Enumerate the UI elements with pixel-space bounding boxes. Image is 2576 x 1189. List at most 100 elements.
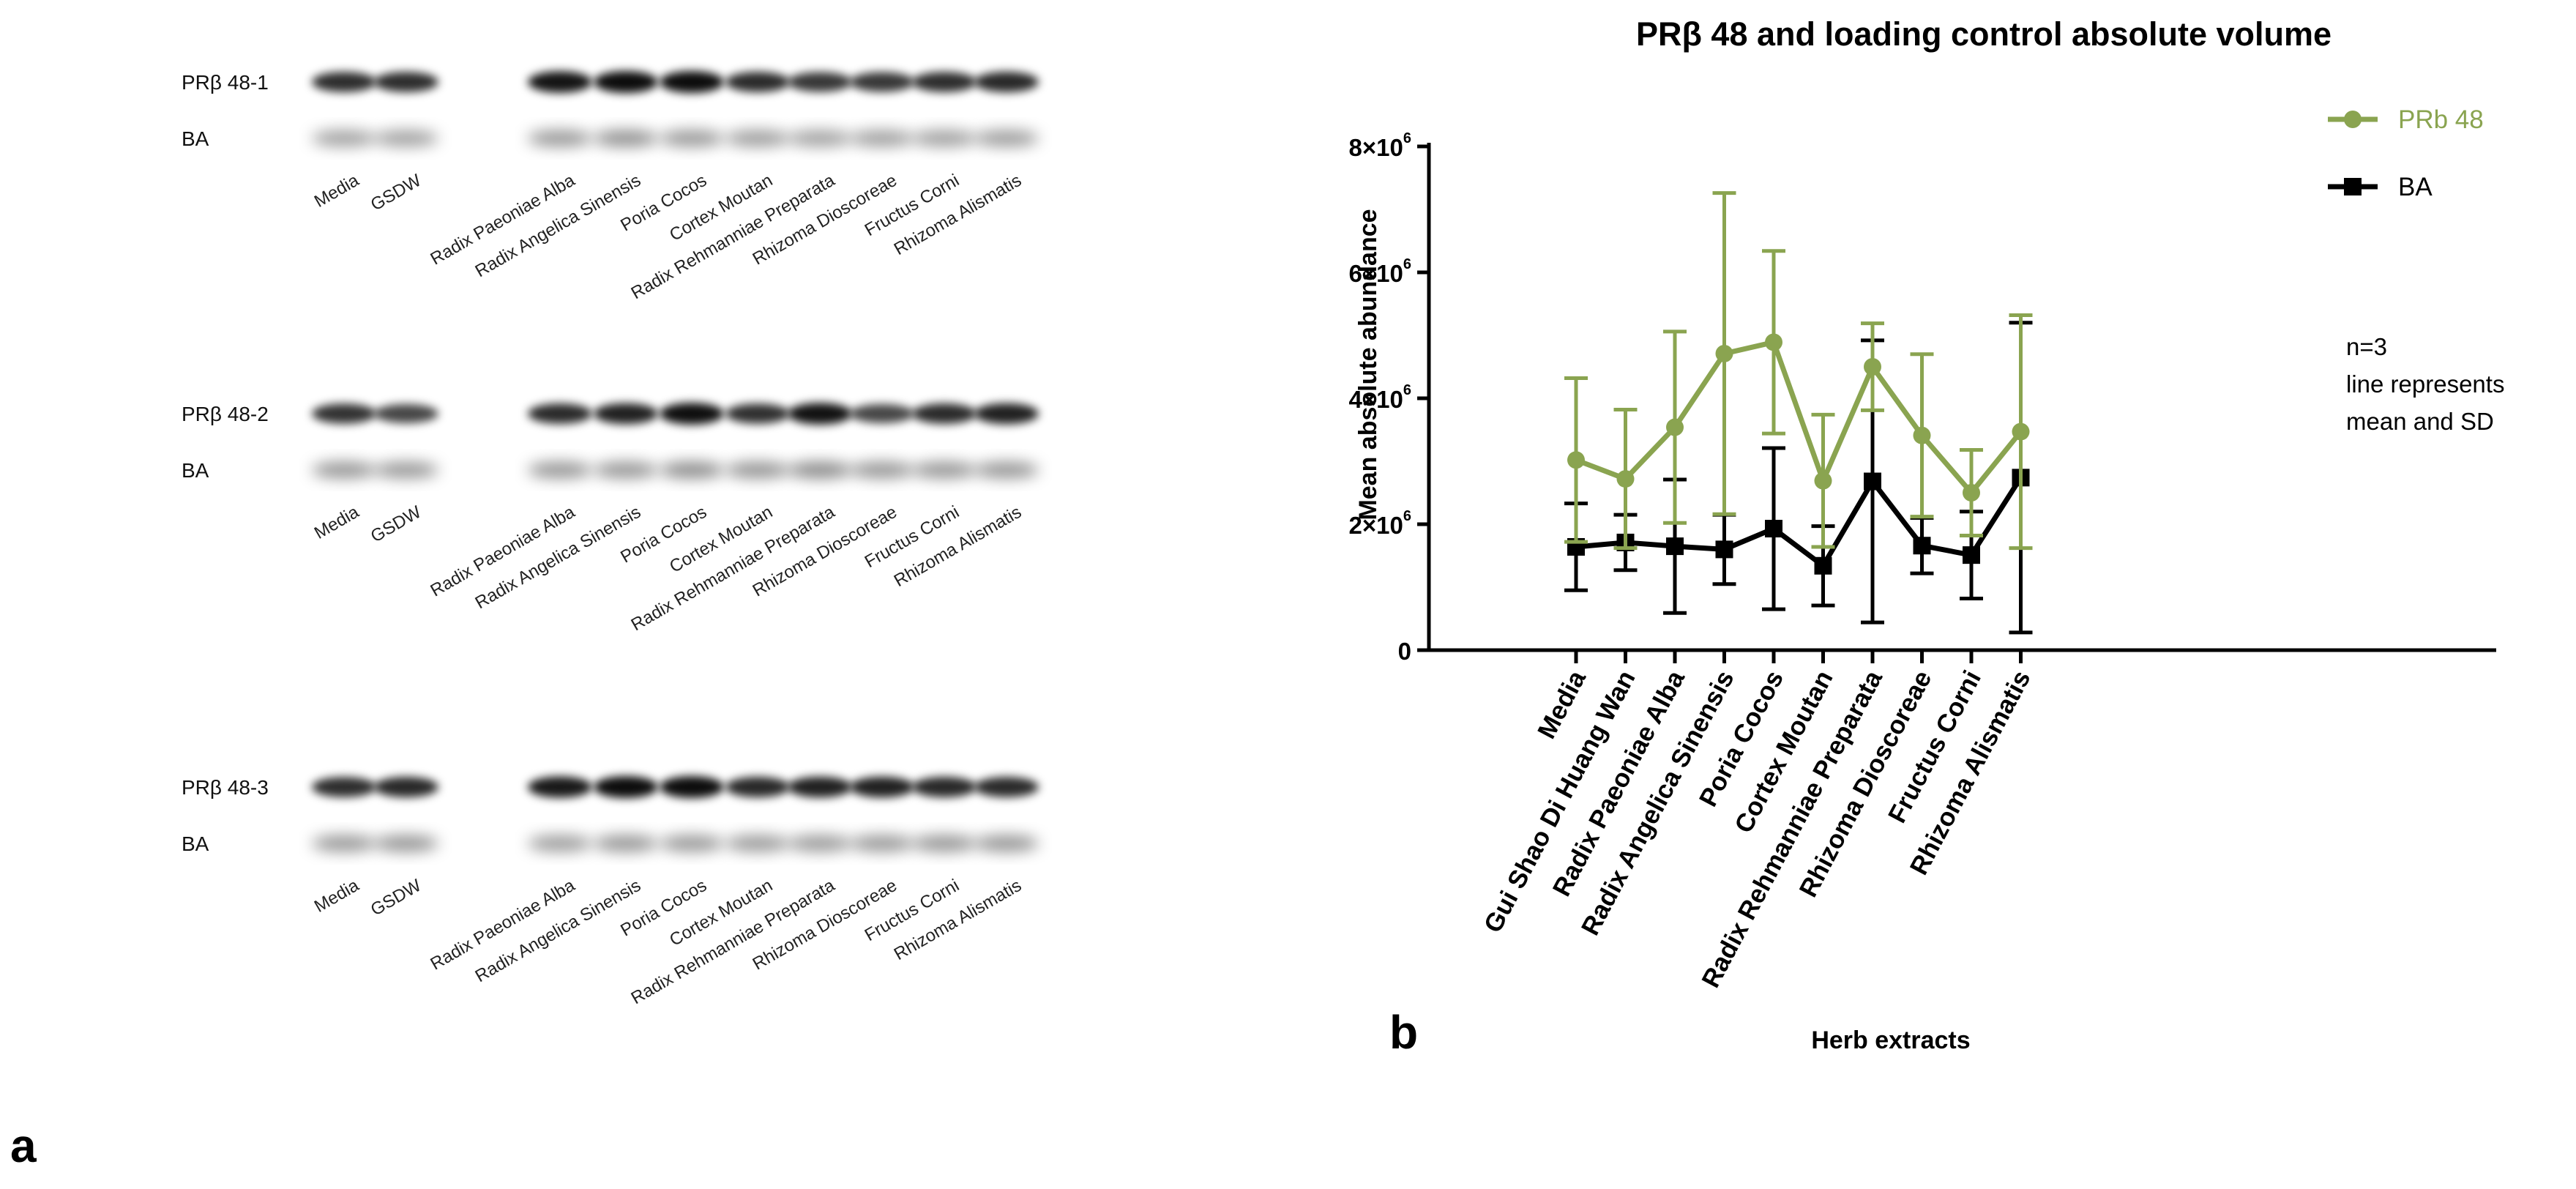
target-band-label: PRβ 48-3 — [182, 776, 269, 799]
series-line — [1575, 339, 2023, 496]
control-band — [660, 130, 724, 146]
y-tick-label: 4×106 — [1349, 382, 1411, 413]
control-band — [725, 130, 790, 146]
target-band — [594, 776, 658, 798]
y-tick-label: 2×106 — [1349, 508, 1411, 539]
chart-title: PRβ 48 and loading control absolute volu… — [1636, 15, 2332, 53]
data-point — [1963, 546, 1980, 564]
series-prb48 — [1564, 191, 2033, 551]
target-band — [788, 776, 852, 798]
data-point — [1765, 520, 1782, 538]
control-band — [850, 130, 914, 146]
lane-label: GSDW — [367, 171, 425, 215]
target-band — [974, 403, 1039, 425]
control-band — [374, 462, 438, 478]
target-band-label: PRβ 48-2 — [182, 403, 269, 425]
target-band — [660, 403, 724, 425]
annotation-line: line represents — [2346, 370, 2505, 398]
annotation-line: mean and SD — [2346, 408, 2494, 435]
y-axis-label: Mean absolute abundance — [1354, 209, 1382, 520]
data-point — [1814, 556, 1832, 575]
target-band — [912, 72, 977, 92]
control-band — [594, 835, 658, 851]
control-band — [788, 130, 852, 146]
control-band — [725, 835, 790, 851]
target-band — [912, 403, 977, 424]
data-point — [1666, 537, 1684, 556]
control-band — [312, 462, 376, 478]
data-point — [1715, 344, 1733, 362]
control-band — [374, 835, 438, 851]
target-band-label: PRβ 48-1 — [182, 71, 269, 94]
target-band — [528, 403, 592, 424]
control-band — [788, 835, 852, 851]
target-band — [374, 776, 438, 798]
control-band — [594, 462, 658, 478]
legend: PRb 48 BA — [2328, 105, 2484, 201]
target-band — [850, 72, 914, 92]
target-band — [788, 403, 852, 425]
y-tick-label: 6×106 — [1349, 256, 1411, 287]
data-point — [1715, 540, 1733, 559]
control-band — [912, 835, 977, 851]
target-band — [594, 71, 658, 93]
y-tick-label: 8×106 — [1349, 130, 1411, 161]
control-band — [528, 835, 592, 851]
target-band — [660, 71, 724, 93]
data-point — [1814, 471, 1832, 490]
x-axis-label: Herb extracts — [1811, 1026, 1970, 1054]
lane-label: GSDW — [367, 876, 425, 920]
data-point — [1913, 426, 1931, 444]
control-band — [912, 462, 977, 478]
series-line — [1575, 476, 2023, 569]
target-band — [374, 403, 438, 424]
target-band — [725, 403, 790, 424]
panel-a-letter: a — [10, 1119, 37, 1172]
control-band — [974, 130, 1039, 146]
chart-annotation: n=3 line represents mean and SD — [2346, 328, 2576, 440]
target-band — [725, 72, 790, 92]
control-band — [974, 462, 1039, 478]
target-band — [850, 403, 914, 424]
control-band-label: BA — [182, 832, 209, 855]
control-band — [974, 835, 1039, 851]
legend-label: PRb 48 — [2398, 105, 2484, 134]
annotation-line: n=3 — [2346, 333, 2387, 360]
data-point — [1567, 451, 1585, 469]
control-band — [725, 462, 790, 478]
control-band — [594, 130, 658, 146]
target-band — [374, 72, 438, 92]
control-band — [912, 130, 977, 146]
y-tick-label: 0 — [1398, 638, 1411, 665]
legend-item: PRb 48 — [2328, 105, 2484, 134]
target-band — [788, 72, 852, 92]
control-band — [850, 835, 914, 851]
control-band-label: BA — [182, 459, 209, 482]
control-band — [660, 462, 724, 478]
control-band — [850, 462, 914, 478]
panel-b-letter: b — [1389, 1006, 1419, 1059]
lane-label: Media — [311, 502, 363, 543]
data-point — [1616, 470, 1635, 488]
target-band — [528, 71, 592, 93]
data-point — [1765, 333, 1782, 351]
target-band — [312, 72, 376, 92]
target-band — [312, 403, 376, 424]
control-band — [312, 835, 376, 851]
control-band — [788, 462, 852, 478]
lane-label: Media — [311, 875, 363, 916]
control-band — [528, 462, 592, 478]
line-chart: PRβ 48 and loading control absolute volu… — [1349, 15, 2496, 1054]
target-band — [725, 776, 790, 798]
control-band — [374, 130, 438, 146]
control-band-label: BA — [182, 127, 209, 150]
control-band — [528, 130, 592, 146]
control-band — [660, 835, 724, 851]
lane-label: GSDW — [367, 502, 425, 547]
data-point — [1913, 537, 1931, 555]
data-point — [1864, 358, 1881, 376]
